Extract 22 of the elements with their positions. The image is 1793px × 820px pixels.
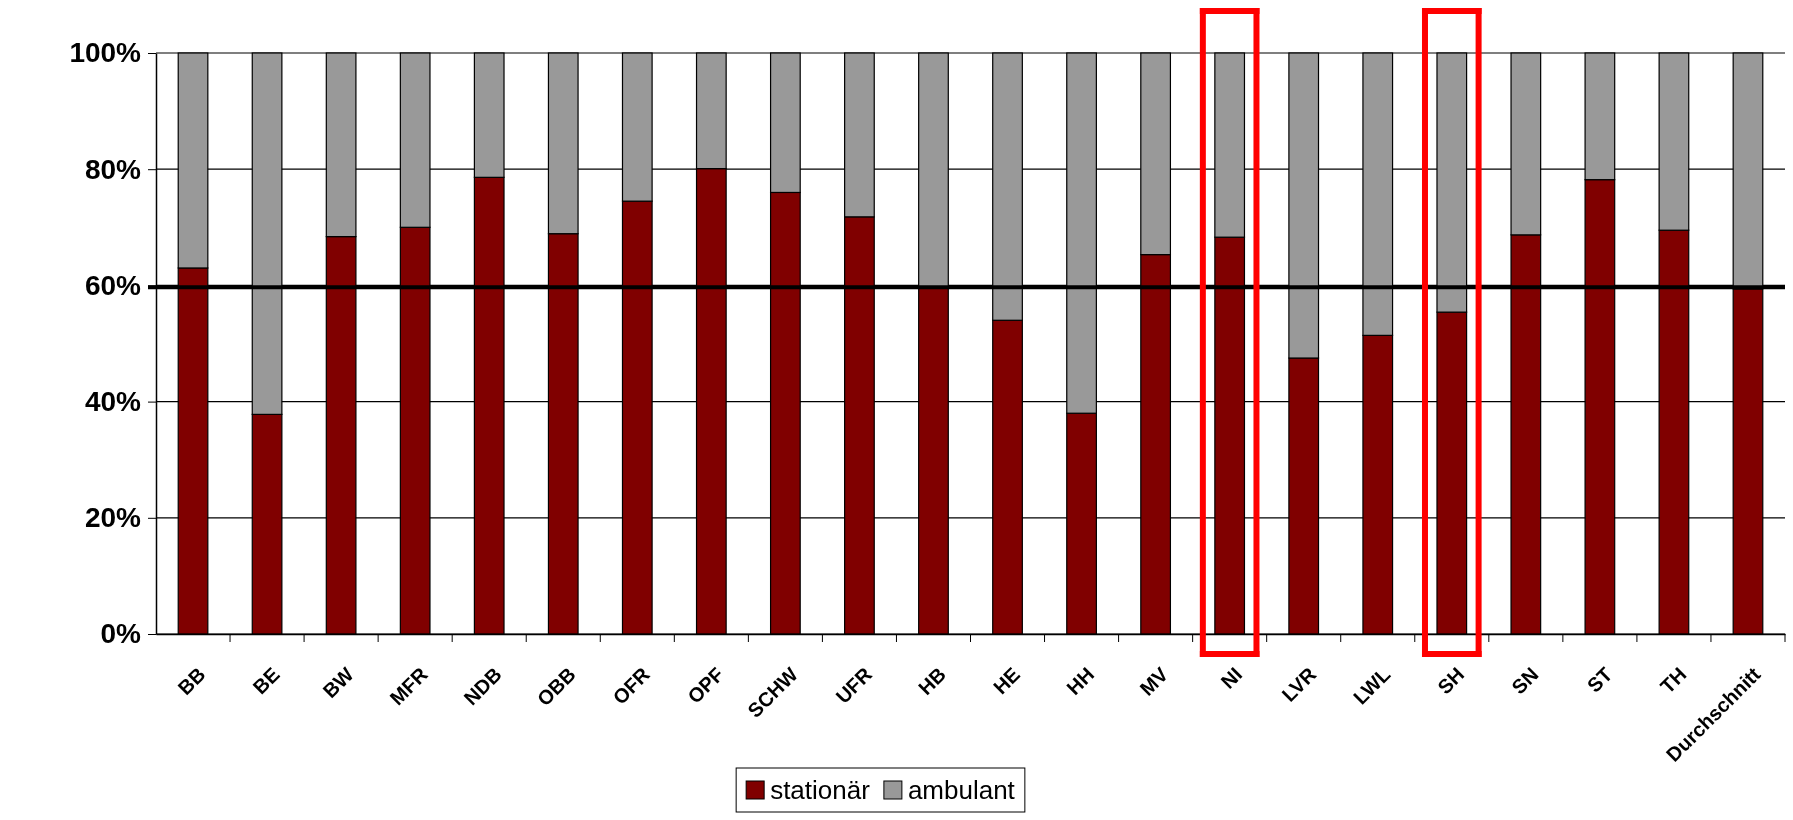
y-tick-label: 20% (84, 502, 142, 534)
x-tick-label: BE (248, 663, 284, 699)
x-tick-label: SH (1433, 663, 1469, 699)
x-tick-label: ST (1582, 663, 1617, 697)
x-tick-label: MV (1135, 662, 1173, 700)
x-tick-label: UFR (831, 662, 877, 708)
legend-label: ambulant (907, 775, 1016, 805)
y-tick-label: 40% (84, 386, 142, 418)
legend-label: stationär (770, 775, 871, 805)
x-tick-label: HE (988, 663, 1025, 699)
x-tick-label: BW (318, 662, 358, 703)
x-tick-label: SN (1507, 663, 1543, 699)
y-tick-label: 0% (100, 618, 142, 650)
x-tick-label: LVR (1277, 662, 1321, 706)
y-tick-label: 60% (84, 269, 142, 301)
x-tick-label: BB (173, 663, 210, 700)
x-tick-label: HB (914, 663, 951, 700)
x-tick-label: HH (1062, 663, 1099, 700)
y-tick-label: 100% (69, 37, 142, 69)
y-tick-label: 80% (84, 153, 142, 185)
x-tick-label: NI (1216, 663, 1247, 693)
x-tick-label: LWL (1348, 663, 1395, 709)
